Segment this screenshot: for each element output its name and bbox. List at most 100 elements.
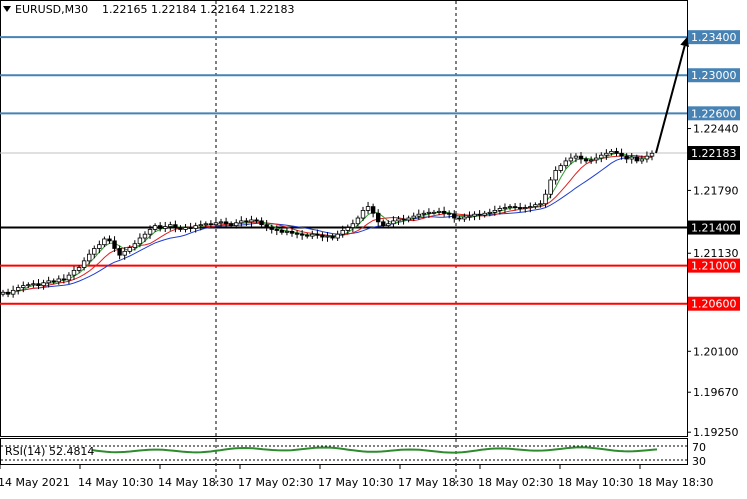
y-tick-label: 1.19670 <box>693 386 739 399</box>
level-label: 1.22183 <box>691 147 737 160</box>
rsi-level-70-label: 70 <box>692 441 706 454</box>
rsi-level-30-label: 30 <box>692 455 706 468</box>
candle-body <box>335 233 340 239</box>
candle-body <box>517 207 523 209</box>
x-tick-label: 17 May 10:30 <box>318 476 393 489</box>
level-label-box <box>688 68 740 83</box>
candle-body <box>477 213 482 216</box>
candle-body <box>452 213 457 219</box>
candle-body <box>41 282 46 287</box>
candle-body <box>604 152 609 156</box>
level-label: 1.23000 <box>691 69 737 82</box>
candle-body <box>320 234 325 238</box>
candle-body <box>533 204 538 208</box>
candle-body <box>259 220 264 226</box>
candle-body <box>239 220 244 224</box>
candle-body <box>142 233 148 239</box>
candle-body <box>365 206 371 211</box>
level-label-box <box>688 146 740 161</box>
candle-body <box>56 278 61 283</box>
candle-body <box>152 225 158 230</box>
candle-body <box>92 248 97 255</box>
candle-body <box>299 233 305 236</box>
candle-body <box>436 210 442 213</box>
candle-body <box>147 229 153 235</box>
candle-body <box>629 156 634 160</box>
candle-body <box>487 211 492 214</box>
candle-body <box>51 280 56 283</box>
candle-body <box>294 232 300 235</box>
candle-body <box>163 226 168 229</box>
candle-body <box>345 227 350 231</box>
candle-body <box>76 267 82 271</box>
candle-body <box>21 285 26 288</box>
level-label-box <box>688 258 740 273</box>
candle-body <box>203 223 209 226</box>
candles <box>0 147 655 298</box>
candle-body <box>391 220 396 225</box>
candle-body <box>578 155 584 160</box>
candle-body <box>26 284 31 287</box>
candle-body <box>386 223 391 227</box>
candle-body <box>381 221 386 227</box>
candle-body <box>81 260 87 268</box>
candle-body <box>634 156 639 162</box>
level-label: 1.21000 <box>691 260 737 273</box>
level-label-box <box>688 220 740 235</box>
candle-body <box>46 280 51 284</box>
candle-body <box>370 206 376 214</box>
candle-body <box>269 227 274 230</box>
candle-body <box>244 220 249 223</box>
candle-body <box>137 237 143 245</box>
candle-body <box>66 274 72 281</box>
projection-arrow <box>655 37 690 154</box>
y-tick-label: 1.21790 <box>693 184 739 197</box>
candle-body <box>416 213 421 217</box>
x-tick-label: 14 May 2021 <box>0 476 70 489</box>
candle-body <box>107 238 112 242</box>
candle-body <box>228 223 234 227</box>
candle-body <box>649 152 655 157</box>
candle-body <box>507 206 513 209</box>
candle-body <box>594 157 599 161</box>
x-tick-label: 17 May 18:30 <box>398 476 473 489</box>
candle-body <box>71 269 77 276</box>
candle-body <box>157 225 163 229</box>
candle-body <box>274 229 279 231</box>
candle-body <box>446 212 452 215</box>
candle-body <box>558 165 563 171</box>
candle-body <box>543 193 548 205</box>
level-label: 1.22600 <box>691 107 737 120</box>
candle-body <box>441 210 447 214</box>
candle-body <box>563 160 569 167</box>
candle-body <box>401 218 406 221</box>
candle-body <box>193 225 198 229</box>
candle-body <box>482 212 487 216</box>
candle-body <box>198 224 203 227</box>
candle-body <box>599 154 604 159</box>
candle-body <box>538 203 543 206</box>
y-axis: 1.22440 1.21790 1.21130 1.20100 1.19670 1.192… <box>687 123 739 439</box>
candle-body <box>249 219 254 223</box>
candle-body <box>168 224 173 227</box>
candle-body <box>406 217 411 221</box>
candle-body <box>218 221 224 224</box>
candle-body <box>639 158 645 162</box>
triangle-down-icon[interactable] <box>3 6 11 12</box>
candle-body <box>234 222 239 227</box>
candle-body <box>523 207 528 209</box>
candle-body <box>644 155 650 160</box>
candle-body <box>127 247 132 252</box>
candle-body <box>122 250 127 256</box>
candle-body <box>325 235 330 238</box>
y-tick-label: 1.21130 <box>693 247 739 260</box>
candle-body <box>376 212 381 223</box>
candle-body <box>36 283 41 287</box>
candle-body <box>112 240 117 249</box>
candle-body <box>132 243 138 248</box>
candle-body <box>411 215 416 219</box>
chart-ohlc: 1.22165 1.22184 1.22164 1.22183 <box>102 3 294 16</box>
y-tick-label: 1.19250 <box>693 426 739 439</box>
candle-body <box>472 213 477 217</box>
